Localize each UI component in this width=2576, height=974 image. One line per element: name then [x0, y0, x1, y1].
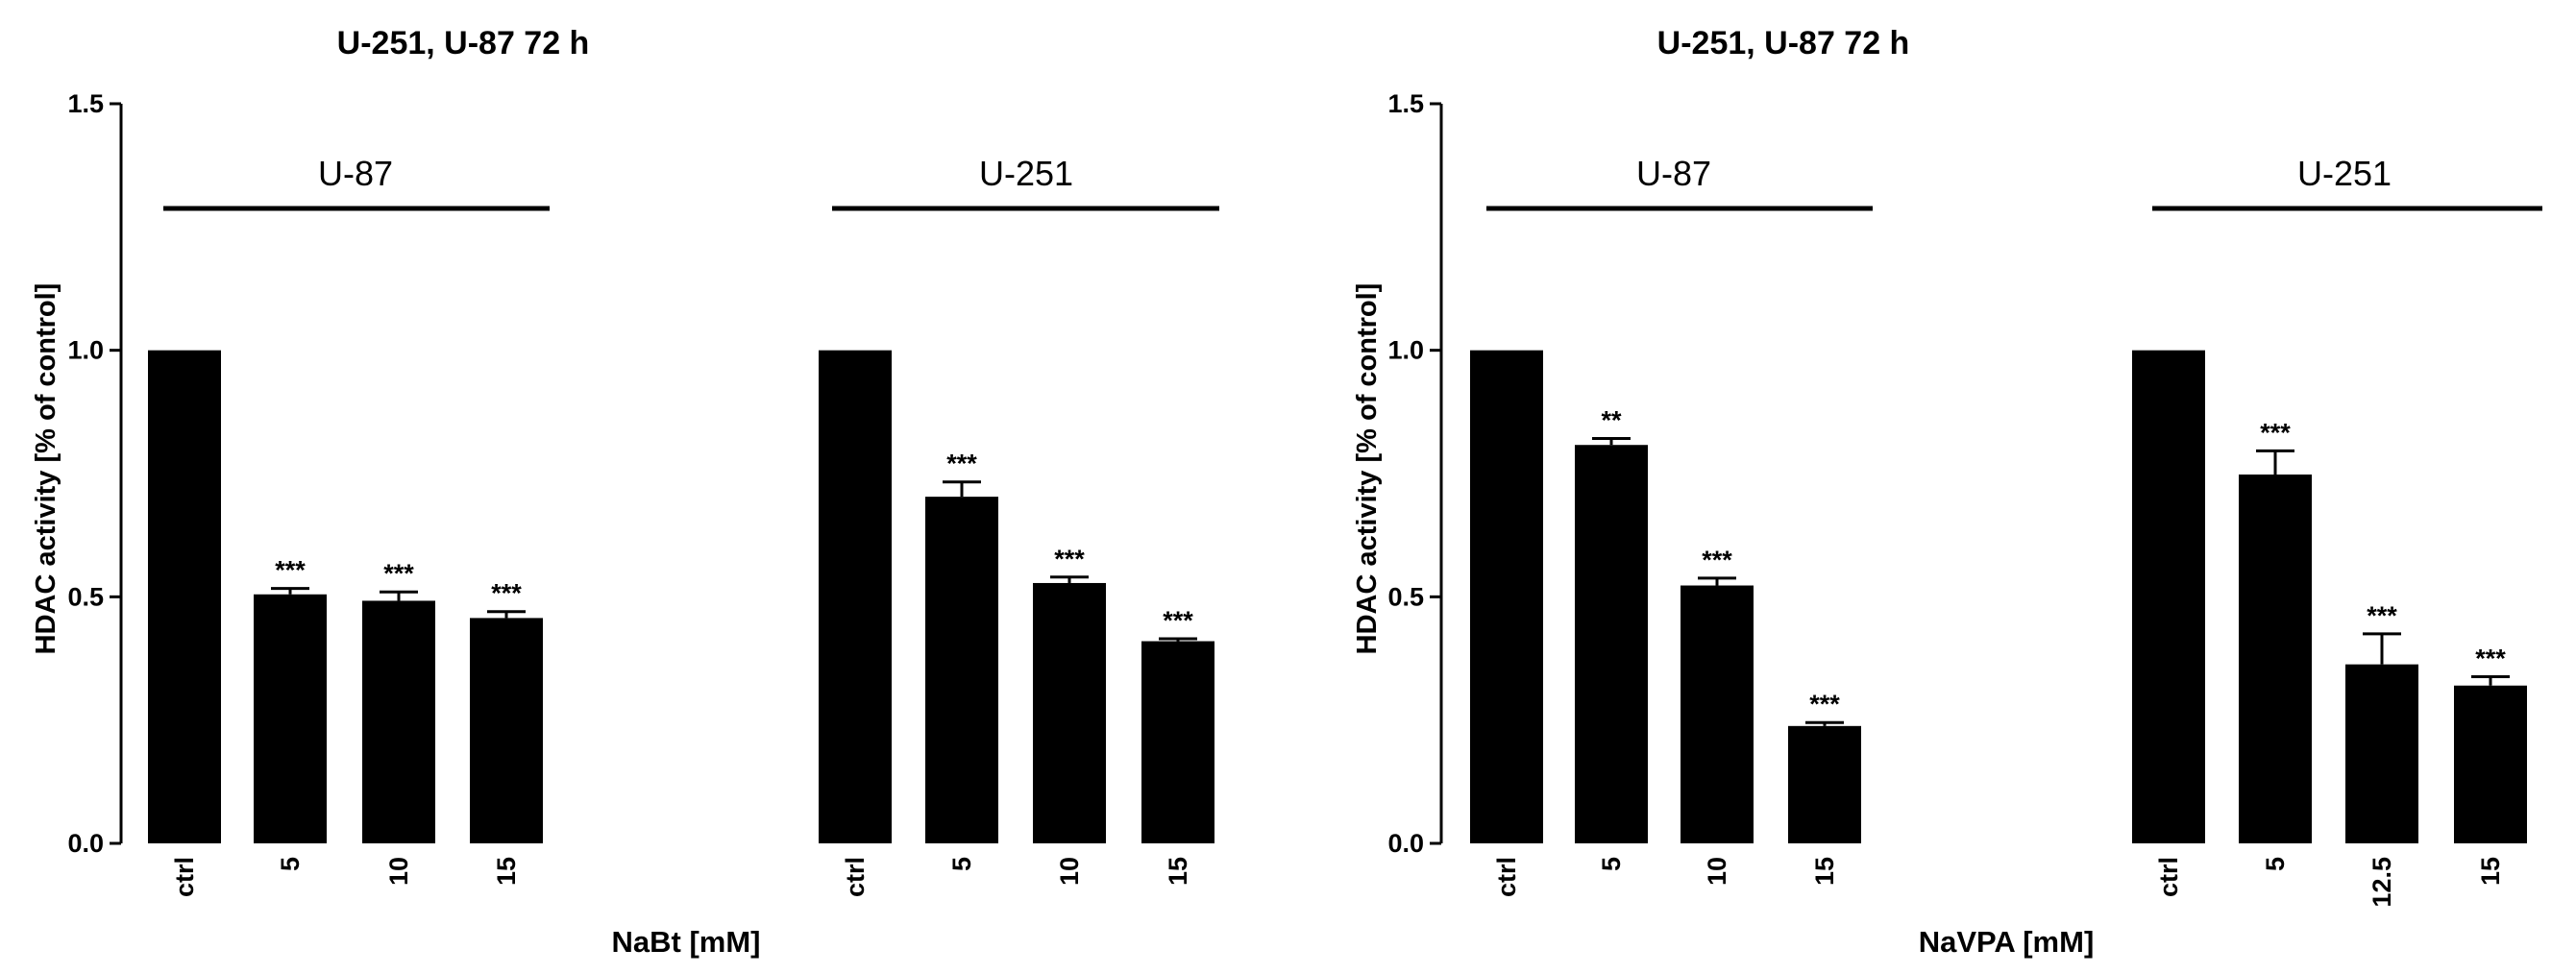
group-label: U-251 — [2297, 154, 2392, 193]
significance-label: *** — [1702, 546, 1732, 574]
significance-label: *** — [383, 559, 414, 588]
significance-label: *** — [2475, 644, 2506, 672]
bar — [1470, 350, 1543, 844]
bar — [925, 497, 998, 843]
significance-label: *** — [946, 450, 977, 478]
bar — [254, 594, 327, 843]
bar-group-u-87: U-87 ctrl ** 5 *** 10 *** 15 — [1470, 154, 1873, 897]
chart-panel-2: U-251, U-87 72 h 0.0 0.5 1.0 1.5 HDAC activit… — [1352, 25, 2542, 959]
bar — [148, 350, 221, 844]
category-label: 10 — [1703, 857, 1731, 886]
category-label: ctrl — [1492, 857, 1521, 897]
y-axis-label: HDAC activity [% of control] — [31, 283, 61, 655]
category-label: ctrl — [2154, 857, 2183, 897]
y-tick-label: 1.0 — [1387, 336, 1424, 365]
category-label: 5 — [947, 857, 976, 871]
bar — [1788, 725, 1861, 843]
category-label: 15 — [492, 857, 521, 886]
category-label: 10 — [1055, 857, 1084, 886]
group-label: U-87 — [318, 154, 393, 193]
bar — [362, 600, 435, 843]
bar — [1033, 582, 1106, 843]
bar — [1141, 641, 1214, 843]
y-tick-label: 0.5 — [67, 582, 104, 611]
y-tick-label: 1.0 — [67, 336, 104, 365]
category-label: 12.5 — [2367, 857, 2396, 908]
category-label: 15 — [2476, 857, 2505, 886]
significance-label: *** — [2260, 418, 2291, 447]
bar-group-u-87: U-87 ctrl *** 5 *** 10 *** 15 — [148, 154, 550, 897]
group-label: U-87 — [1636, 154, 1711, 193]
category-label: 10 — [384, 857, 413, 886]
x-axis-label: NaVPA [mM] — [1919, 925, 2095, 959]
bar — [2132, 350, 2205, 844]
significance-label: *** — [1163, 606, 1193, 635]
group-label: U-251 — [979, 154, 1073, 193]
y-axis-label: HDAC activity [% of control] — [1352, 283, 1383, 655]
bar — [1681, 585, 1754, 843]
bar — [2454, 685, 2527, 843]
y-tick-label: 0.0 — [1387, 829, 1424, 858]
significance-label: *** — [491, 579, 522, 608]
y-tick-label: 0.5 — [1387, 582, 1424, 611]
x-axis-label: NaBt [mM] — [612, 925, 761, 959]
chart-panel-1: U-251, U-87 72 h 0.0 0.5 1.0 1.5 HDAC activit… — [31, 25, 1219, 959]
bar-group-u-251: U-251 ctrl *** 5 *** 12.5 *** 15 — [2132, 154, 2542, 908]
bar-group-u-251: U-251 ctrl *** 5 *** 10 *** 15 — [819, 154, 1219, 897]
category-label: 5 — [1597, 857, 1626, 871]
y-tick-label: 1.5 — [1387, 89, 1424, 118]
significance-label: *** — [1054, 545, 1085, 573]
bar — [2345, 664, 2418, 843]
category-label: 5 — [276, 857, 305, 871]
significance-label: *** — [1809, 690, 1840, 718]
bar — [470, 618, 543, 843]
bar — [2239, 475, 2312, 843]
category-label: 15 — [1164, 857, 1192, 886]
category-label: 15 — [1810, 857, 1839, 886]
significance-label: ** — [1601, 406, 1622, 435]
y-tick-label: 0.0 — [67, 829, 104, 858]
category-label: 5 — [2261, 857, 2290, 871]
category-label: ctrl — [841, 857, 870, 897]
category-label: ctrl — [170, 857, 199, 897]
significance-label: *** — [275, 556, 306, 585]
y-tick-label: 1.5 — [67, 89, 104, 118]
significance-label: *** — [2367, 601, 2397, 630]
bar — [1575, 445, 1648, 843]
bar — [819, 350, 892, 844]
chart-title: U-251, U-87 72 h — [337, 25, 590, 61]
chart-title: U-251, U-87 72 h — [1657, 25, 1910, 61]
